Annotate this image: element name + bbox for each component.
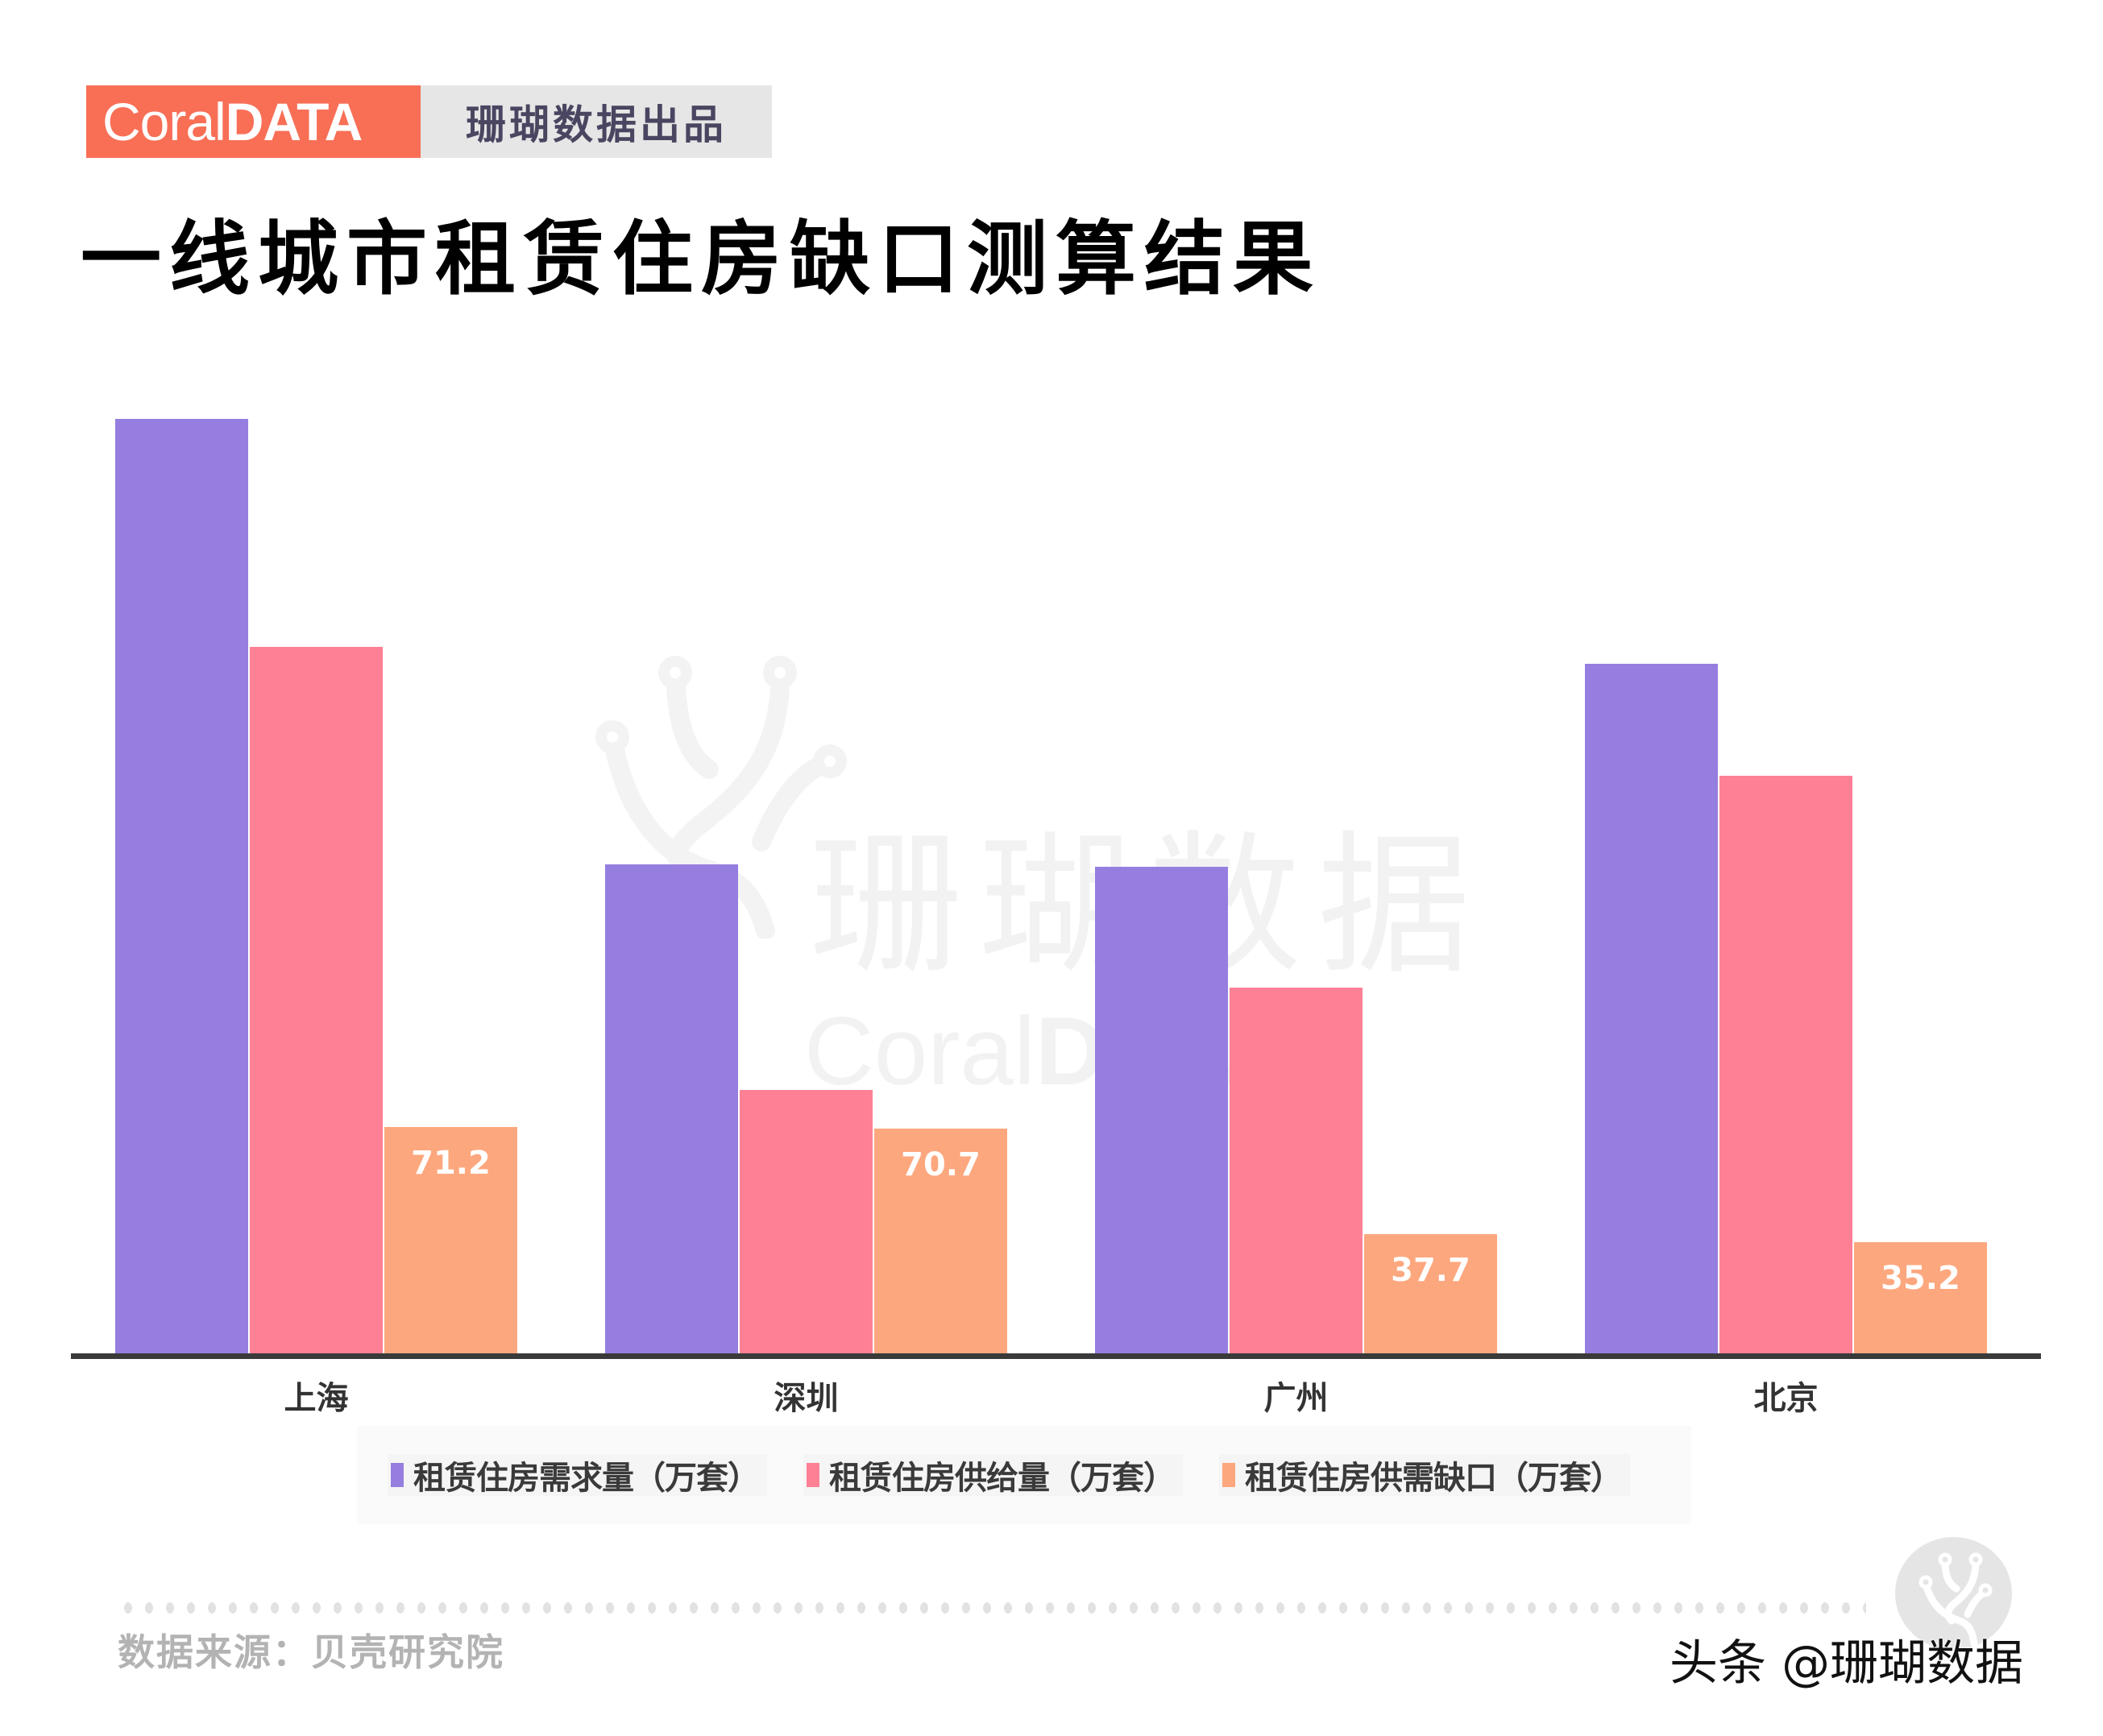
coral-branch-icon (1918, 1552, 1993, 1647)
bar-shenzhen-gap[interactable]: 70.7 (874, 1129, 1007, 1355)
legend-item-supply[interactable]: 租赁住房供给量（万套） (803, 1454, 1183, 1497)
data-source-note: 数据来源：贝壳研究院 (118, 1630, 504, 1674)
chart-title: 一线城市租赁住房缺口测算结果 (81, 212, 1321, 306)
chart-legend: 租赁住房需求量（万套） 租赁住房供给量（万套） 租赁住房供需缺口（万套） (357, 1426, 1691, 1524)
legend-label-demand: 租赁住房需求量（万套） (413, 1460, 760, 1497)
legend-label-gap: 租赁住房供需缺口（万套） (1245, 1460, 1623, 1497)
bar-value-label: 37.7 (1391, 1252, 1470, 1289)
brand-logo: Coral DATA (86, 85, 421, 158)
brand-tagline: 珊瑚数据出品 (421, 85, 772, 158)
bar-shanghai-demand[interactable] (115, 419, 248, 1355)
bar-shanghai-supply[interactable] (250, 647, 383, 1355)
platform-watermark: 头条 @珊瑚数据 (1670, 1635, 2024, 1692)
bar-value-label: 70.7 (901, 1146, 981, 1183)
bar-value-label: 71.2 (411, 1145, 491, 1182)
legend-swatch-demand (391, 1463, 404, 1487)
bar-shenzhen-supply[interactable] (740, 1090, 873, 1355)
brand-logo-bold: DATA (225, 92, 363, 151)
legend-swatch-supply (807, 1463, 819, 1487)
bar-shenzhen-demand[interactable] (605, 864, 738, 1355)
x-axis-label-shenzhen: 深圳 (774, 1380, 839, 1417)
bar-guangzhou-supply[interactable] (1230, 988, 1363, 1355)
x-axis-label-beijing: 北京 (1753, 1380, 1819, 1417)
brand-banner: Coral DATA 珊瑚数据出品 (86, 85, 772, 158)
bar-beijing-supply[interactable] (1719, 776, 1852, 1355)
corner-coral-logo-icon (1895, 1537, 2012, 1650)
bar-value-label: 35.2 (1881, 1260, 1960, 1297)
x-axis-label-shanghai: 上海 (284, 1380, 349, 1417)
bar-guangzhou-demand[interactable] (1095, 867, 1228, 1355)
bar-shanghai-gap[interactable]: 71.2 (384, 1127, 517, 1355)
x-axis-label-guangzhou: 广州 (1263, 1380, 1329, 1417)
x-axis-line (71, 1353, 2041, 1359)
brand-logo-light: Coral (102, 92, 226, 151)
bar-chart: 71.2 上海 70.7 深圳 37.7 广州 35.2 北京 (115, 419, 1987, 1417)
bar-beijing-demand[interactable] (1585, 664, 1718, 1355)
bar-guangzhou-gap[interactable]: 37.7 (1364, 1234, 1497, 1355)
legend-label-supply: 租赁住房供给量（万套） (829, 1460, 1176, 1497)
bar-beijing-gap[interactable]: 35.2 (1854, 1242, 1987, 1355)
dotted-divider (118, 1601, 1866, 1614)
legend-item-demand[interactable]: 租赁住房需求量（万套） (388, 1454, 767, 1497)
legend-swatch-gap (1222, 1463, 1235, 1487)
legend-item-gap[interactable]: 租赁住房供需缺口（万套） (1219, 1454, 1630, 1497)
